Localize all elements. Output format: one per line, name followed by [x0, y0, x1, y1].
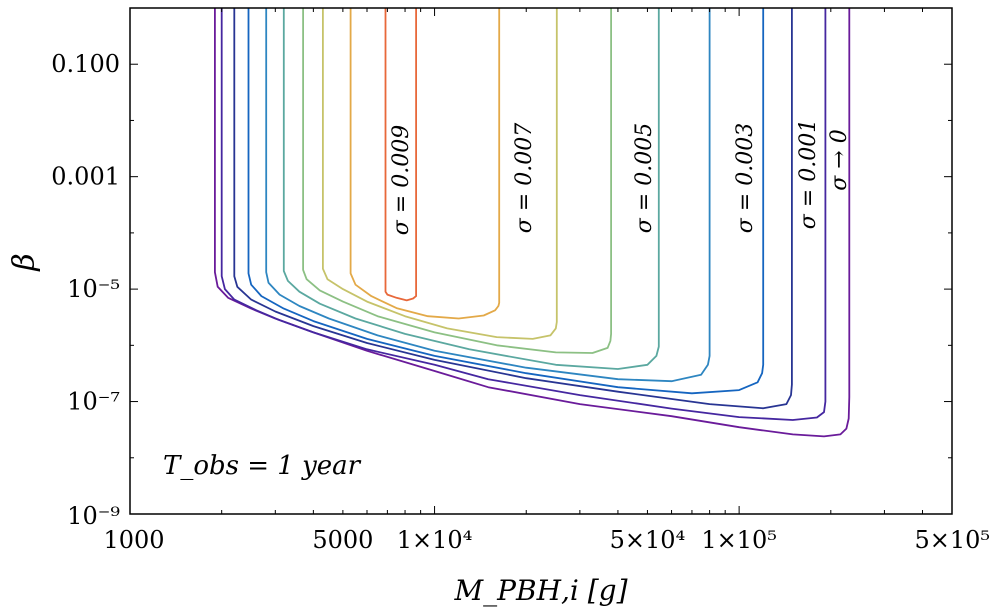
x-axis-label: M_PBH,i [g] — [453, 574, 627, 607]
y-tick-label: 10⁻⁵ — [67, 275, 120, 303]
annotation-tobs: T_obs = 1 year — [163, 451, 362, 481]
x-tick-label: 1000 — [103, 526, 164, 554]
plot-frame — [129, 7, 953, 515]
series-line-sigma-0-007 — [322, 8, 558, 340]
y-tick-label: 0.100 — [51, 50, 120, 78]
series-line-sigma-0-001 — [220, 8, 827, 421]
x-tick-label: 5×10⁵ — [914, 526, 990, 554]
curve-label-sigma-0-003: σ = 0.003 — [733, 123, 758, 233]
x-tick-label: 1×10⁵ — [701, 526, 777, 554]
x-tick-label: 1×10⁴ — [397, 526, 473, 554]
tick-group — [129, 7, 953, 515]
y-axis-label: β — [7, 253, 42, 271]
curve-label-sigma-to-0: σ → 0 — [827, 129, 852, 190]
y-tick-label: 10⁻⁷ — [67, 388, 120, 416]
series-line-sigma-0-009 — [384, 8, 417, 302]
series-line-sigma-0-004 — [265, 8, 711, 383]
series-line-sigma-to-0 — [214, 8, 851, 438]
curve-label-sigma-0-007: σ = 0.007 — [512, 123, 537, 233]
series-line-sigma-0-002 — [233, 8, 793, 410]
x-tick-label: 5×10⁴ — [610, 526, 686, 554]
curve-label-sigma-0-005: σ = 0.005 — [632, 123, 657, 233]
x-tick-label: 5000 — [312, 526, 373, 554]
series-line-sigma-0-006 — [302, 8, 612, 354]
curve-label-sigma-0-009: σ = 0.009 — [389, 125, 414, 235]
series-line-sigma-0-008 — [349, 8, 501, 320]
series-line-sigma-0-003 — [247, 8, 765, 395]
curve-group — [214, 8, 851, 438]
curve-label-sigma-0-001: σ = 0.001 — [796, 119, 821, 229]
y-tick-label: 0.001 — [51, 163, 120, 191]
y-tick-label: 10⁻⁹ — [67, 502, 120, 530]
series-line-sigma-0-005 — [282, 8, 660, 370]
label-group: 1000 5000 1×10⁴ 5×10⁴ 1×10⁵ 5×10⁵ 10⁻⁹ 10⁻⁷ 10⁻⁵… — [7, 50, 990, 607]
